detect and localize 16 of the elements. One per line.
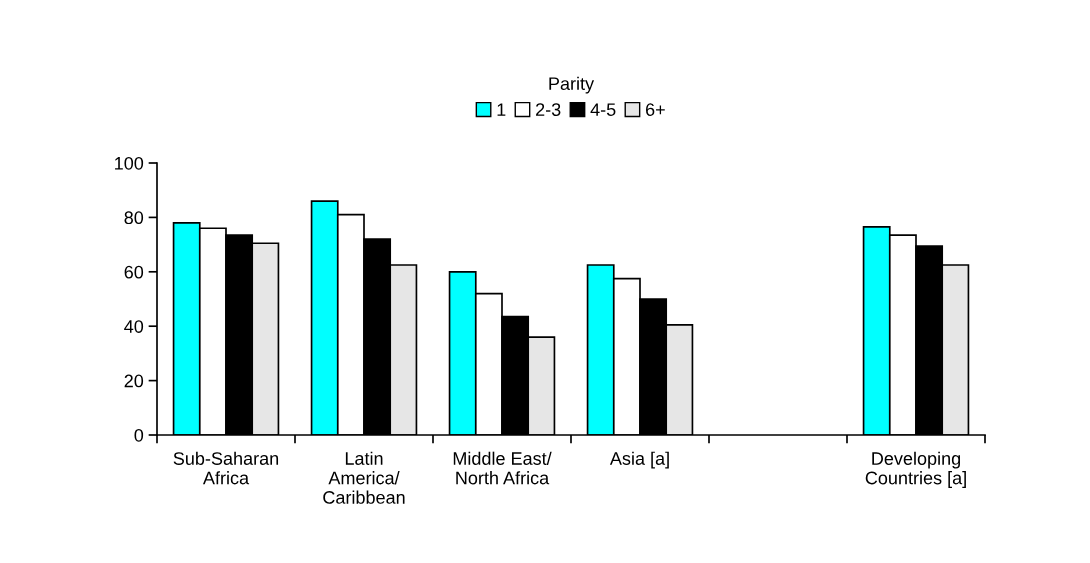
x-tick-label: Sub-Saharan Africa [173, 451, 279, 485]
legend-label: 4-5 [590, 103, 616, 116]
x-tick-label: Asia [a] [609, 451, 669, 469]
legend-label: 2-3 [536, 103, 561, 116]
legend-title: Parity [549, 76, 595, 94]
y-tick-label: 40 [124, 320, 144, 333]
y-tick-label: 20 [124, 374, 144, 388]
x-tick-label: Latin America/ Caribbean [323, 451, 405, 504]
legend-label: 1 [497, 103, 506, 116]
y-tick-label: 80 [124, 211, 144, 225]
x-tick-label: Developing Countries [a] [865, 451, 966, 488]
legend-label: 6+ [646, 103, 665, 116]
y-tick-label: 0 [134, 428, 144, 442]
y-tick-label: 60 [124, 265, 144, 279]
x-tick-label: Middle East/ North Africa [453, 451, 552, 485]
y-tick-label: 100 [115, 156, 144, 170]
